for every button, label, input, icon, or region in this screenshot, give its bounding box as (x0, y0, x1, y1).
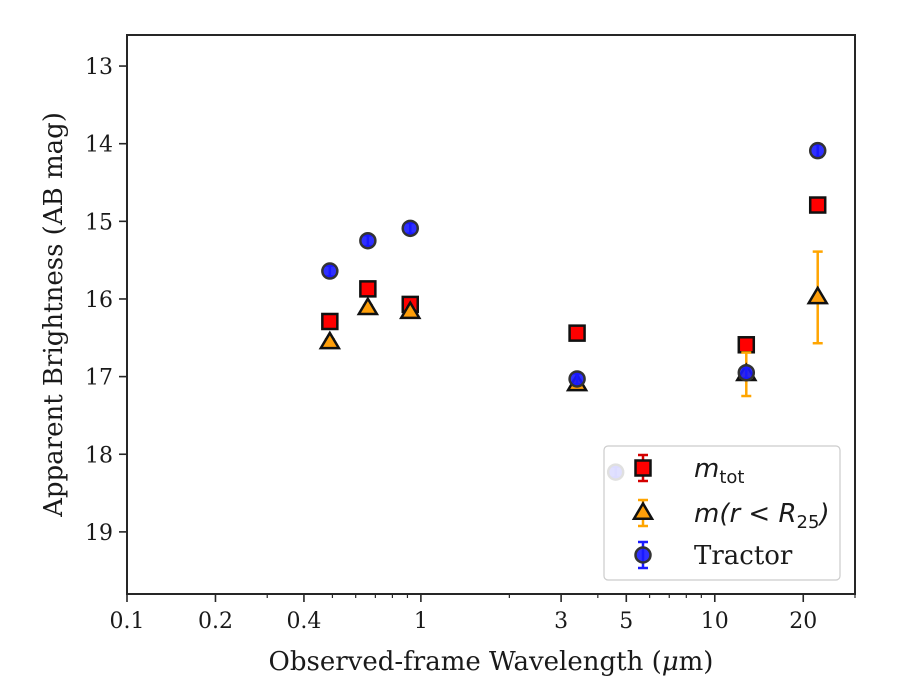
series-mtot (321, 196, 827, 354)
legend-label-mtot: mtot (694, 454, 744, 488)
x-tick-label: 10 (701, 609, 729, 634)
data-point-tractor (321, 262, 339, 280)
data-point-tractor (737, 363, 756, 382)
data-point-tractor (401, 219, 419, 238)
y-tick-label: 15 (85, 210, 113, 235)
x-tick-label: 0.2 (198, 609, 233, 634)
data-point-mr25 (356, 296, 380, 316)
plot-frame (126, 34, 856, 595)
legend-label-mr25: m(r < R25) (694, 499, 830, 533)
legend-marker-mr25 (631, 501, 655, 520)
data-point-mr25 (806, 285, 829, 305)
data-point-mtot (321, 312, 339, 331)
x-tick-label: 0.4 (286, 609, 321, 634)
data-point-mtot (568, 324, 586, 342)
x-tick-label: 3 (554, 609, 568, 634)
y-tick-label: 13 (85, 55, 113, 80)
data-point-mtot (359, 280, 377, 298)
x-tick-label: 20 (789, 609, 817, 634)
y-tick-label: 17 (85, 366, 113, 391)
legend-marker-tractor (634, 546, 652, 564)
legend-marker-mtot (634, 459, 652, 477)
data-point-mtot (808, 196, 827, 214)
y-tick-label: 19 (85, 521, 113, 546)
y-tick-label: 14 (85, 133, 113, 158)
data-point-mtot (737, 336, 756, 354)
x-tick-label: 1 (414, 609, 428, 634)
x-tick-label: 5 (619, 609, 633, 634)
y-tick-label: 18 (85, 443, 113, 468)
legend: mtot m(r < R25) Tractor (603, 445, 841, 581)
plot-area (318, 141, 829, 481)
data-point-mr25 (318, 330, 342, 350)
legend-box (603, 445, 841, 581)
legend-label-tractor: Tractor (694, 541, 793, 571)
data-point-tractor (359, 231, 377, 250)
x-axis-title: Observed-frame Wavelength (μm) (269, 647, 714, 677)
data-point-mr25 (399, 300, 422, 320)
x-tick-label: 0.1 (110, 609, 145, 634)
data-point-tractor (808, 141, 827, 160)
y-axis-title: Apparent Brightness (AB mag) (39, 112, 69, 518)
series-tractor (321, 141, 827, 481)
y-tick-label: 16 (85, 288, 113, 313)
data-point-tractor (568, 370, 586, 388)
